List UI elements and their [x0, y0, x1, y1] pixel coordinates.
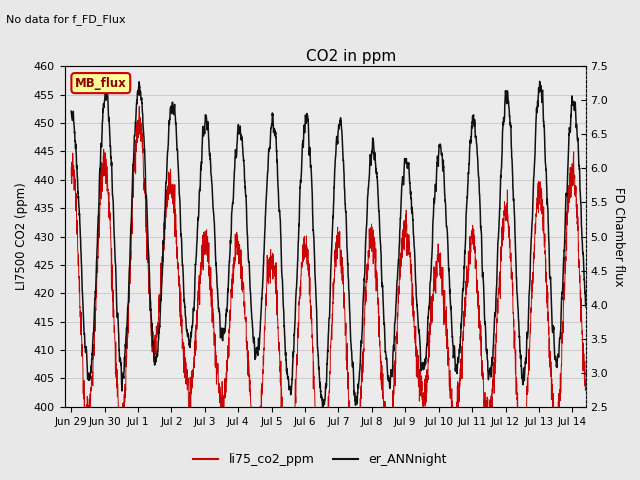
Y-axis label: FD Chamber flux: FD Chamber flux — [612, 187, 625, 286]
Title: CO2 in ppm: CO2 in ppm — [306, 48, 396, 63]
Text: MB_flux: MB_flux — [75, 77, 127, 90]
Legend: li75_co2_ppm, er_ANNnight: li75_co2_ppm, er_ANNnight — [188, 448, 452, 471]
Text: No data for f_FD_Flux: No data for f_FD_Flux — [6, 14, 126, 25]
Y-axis label: LI7500 CO2 (ppm): LI7500 CO2 (ppm) — [15, 183, 28, 290]
